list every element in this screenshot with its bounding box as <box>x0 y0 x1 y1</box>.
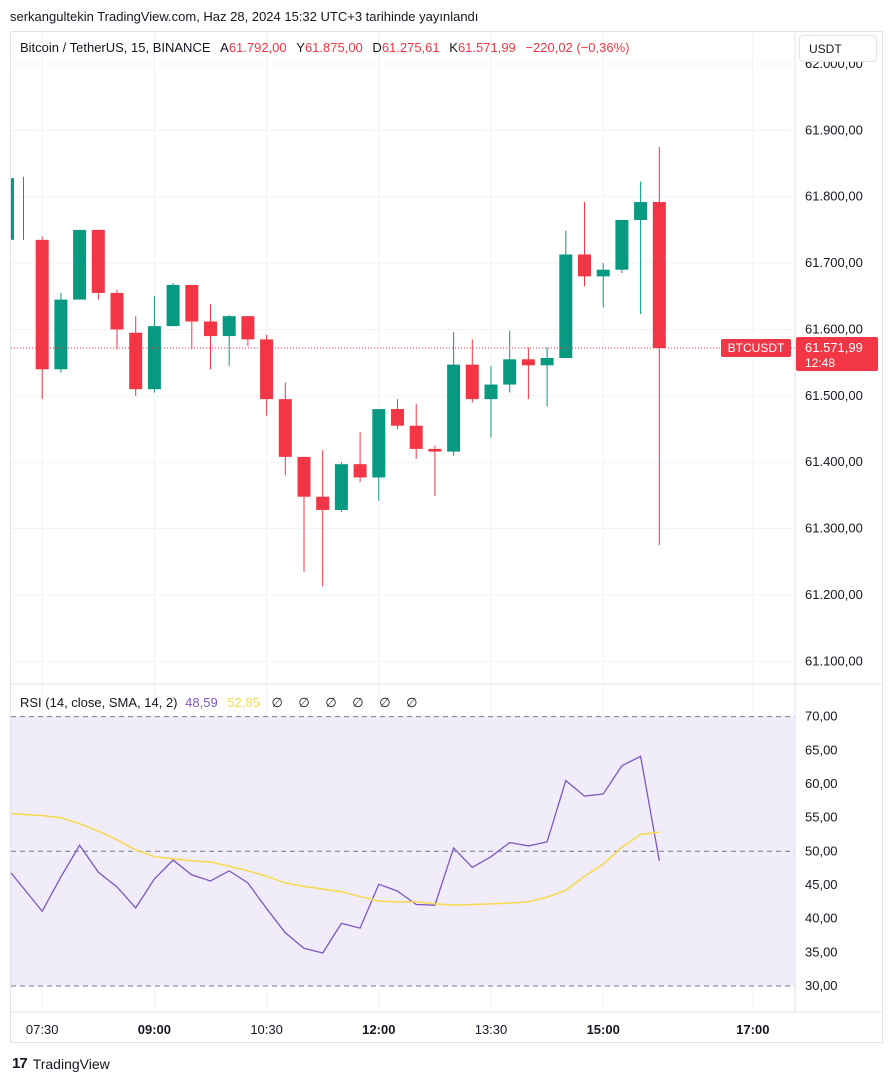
candle-body <box>297 456 311 497</box>
candle-body <box>278 399 292 457</box>
candle-body <box>540 357 554 366</box>
time-tick-label: 12:00 <box>362 1022 395 1037</box>
price-tick-label: 61.600,00 <box>805 321 863 336</box>
rsi-tick-label: 45,00 <box>805 877 838 892</box>
candle-body <box>166 284 180 327</box>
rsi-sma-line <box>10 812 660 906</box>
price-tick-label: 61.200,00 <box>805 587 863 602</box>
symbol-name: Bitcoin / TetherUS, 15, BINANCE <box>20 40 211 55</box>
candle-body <box>372 409 386 478</box>
candle-body <box>447 364 461 452</box>
brand-name: TradingView <box>32 1055 110 1072</box>
candle-body <box>91 229 105 293</box>
rsi-legend: RSI (14, close, SMA, 14, 2) 48,59 52,85 … <box>20 695 424 711</box>
rsi-tick-label: 50,00 <box>805 843 838 858</box>
candle-body <box>222 316 236 337</box>
time-tick-label: 13:30 <box>475 1022 508 1037</box>
price-tick-label: 61.800,00 <box>805 189 863 204</box>
rsi-lines <box>10 755 660 954</box>
price-tag-bg <box>796 337 878 372</box>
open-value: 61.792,00 <box>228 40 287 55</box>
candle-body <box>35 239 49 370</box>
rsi-value: 48,59 <box>185 695 218 710</box>
rsi-tick-label: 40,00 <box>805 911 838 926</box>
time-tick-label: 10:30 <box>250 1022 283 1037</box>
candle-body <box>652 202 666 349</box>
low-value: 61.275,61 <box>381 40 440 55</box>
close-label: K <box>449 40 458 55</box>
price-tick-label: 61.700,00 <box>805 255 863 270</box>
candle-body <box>316 496 330 510</box>
open-label: A <box>220 40 229 55</box>
symbol-tag: BTCUSDT <box>728 341 785 355</box>
candle-body <box>503 359 517 385</box>
rsi-tick-label: 55,00 <box>805 810 838 825</box>
time-tick-label: 17:00 <box>736 1022 769 1037</box>
high-value: 61.875,00 <box>304 40 363 55</box>
rsi-band <box>11 716 795 987</box>
axes: 62.000,0061.900,0061.800,0061.700,0061.6… <box>11 32 883 1037</box>
price-tick-label: 61.400,00 <box>805 454 863 469</box>
candle-body <box>129 332 143 390</box>
candle-body <box>185 284 199 322</box>
candle-body <box>596 269 610 277</box>
candle-body <box>465 364 479 400</box>
candle-body <box>615 219 629 270</box>
high-label: Y <box>296 40 305 55</box>
rsi-tick-label: 30,00 <box>805 978 838 993</box>
chart-frame <box>10 31 883 1043</box>
change-value: −220,02 (−0,36%) <box>525 40 630 55</box>
rsi-title: RSI (14, close, SMA, 14, 2) <box>20 695 178 710</box>
close-value: 61.571,99 <box>457 40 516 55</box>
price-tick-label: 61.500,00 <box>805 388 863 403</box>
price-tag-value: 61.571,99 <box>805 340 863 355</box>
rsi-tick-label: 60,00 <box>805 776 838 791</box>
candle-body <box>428 448 442 452</box>
rsi-tick-label: 35,00 <box>805 944 838 959</box>
candles <box>11 146 795 587</box>
time-tick-label: 07:30 <box>26 1022 59 1037</box>
currency-button[interactable]: USDT <box>799 35 877 62</box>
candle-body <box>11 178 14 240</box>
candle-body <box>634 202 648 220</box>
candle-body <box>110 292 124 330</box>
rsi-tick-label: 65,00 <box>805 742 838 757</box>
sma-value: 52,85 <box>227 695 260 710</box>
candle-body <box>391 409 404 426</box>
candle-body <box>241 316 255 340</box>
candle-body <box>334 464 348 510</box>
time-tick-label: 15:00 <box>587 1022 620 1037</box>
symbol-legend: Bitcoin / TetherUS, 15, BINANCE A61.792,… <box>20 40 630 55</box>
price-tag-countdown: 12:48 <box>805 356 835 370</box>
price-tick-label: 61.900,00 <box>805 122 863 137</box>
candle-body <box>260 339 274 400</box>
price-tick-label: 61.300,00 <box>805 521 863 536</box>
publish-info: serkangultekin TradingView.com, Haz 28, … <box>10 9 479 24</box>
empty-values: ∅ ∅ ∅ ∅ ∅ ∅ <box>271 695 424 710</box>
price-tick-label: 61.100,00 <box>805 653 863 668</box>
rsi-line <box>10 755 660 954</box>
candle-body <box>73 229 87 300</box>
candle-body <box>54 299 68 370</box>
candle-body <box>353 464 367 478</box>
tradingview-mark-icon: 17 <box>12 1055 28 1072</box>
candle-body <box>484 384 498 400</box>
tradingview-logo[interactable]: 17 TradingView <box>12 1055 110 1072</box>
symbol-tag-bg <box>721 339 791 358</box>
candle-body <box>559 254 573 358</box>
candle-body <box>204 321 217 337</box>
rsi-tick-label: 70,00 <box>805 709 838 724</box>
time-tick-label: 09:00 <box>138 1022 171 1037</box>
candle-body <box>147 326 161 390</box>
low-label: D <box>372 40 382 55</box>
candle-body <box>578 254 591 277</box>
candle-body <box>409 425 423 449</box>
candle-body <box>521 359 535 366</box>
